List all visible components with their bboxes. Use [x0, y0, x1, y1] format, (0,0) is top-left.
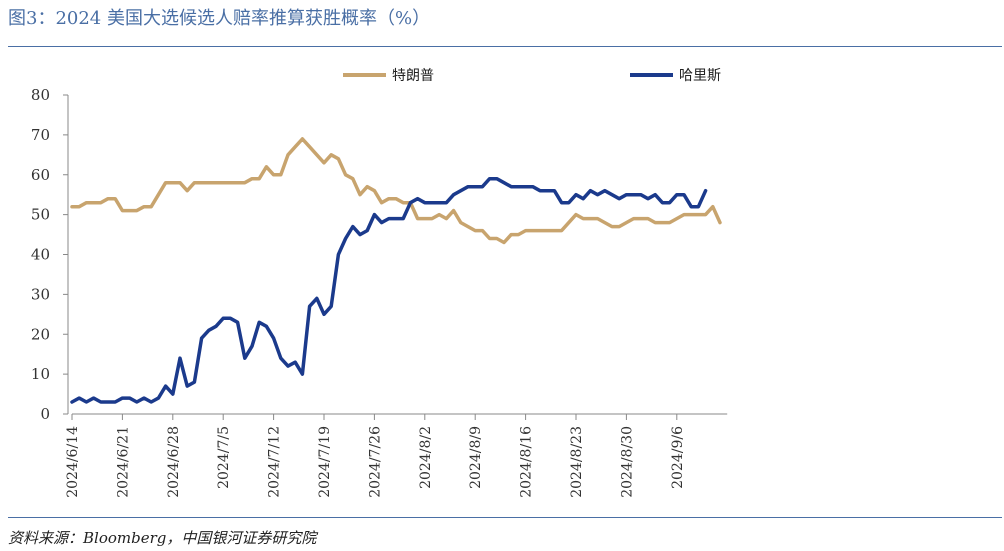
x-tick-label: 2024/7/5: [216, 426, 232, 489]
x-tick-label: 2024/8/30: [619, 426, 635, 498]
y-tick-label: 80: [31, 86, 50, 104]
top-rule: [8, 46, 1002, 47]
x-tick-label: 2024/7/19: [317, 426, 333, 498]
source-note: 资料来源：Bloomberg，中国银河证券研究院: [8, 529, 317, 547]
legend: 特朗普 哈里斯: [343, 68, 721, 84]
series-layer: [70, 137, 722, 404]
legend-label-trump: 特朗普: [392, 68, 434, 84]
y-tick-label: 60: [31, 166, 50, 184]
x-tick-label: 2024/8/16: [519, 426, 535, 498]
x-tick-label: 2024/8/2: [418, 426, 434, 489]
trump-line: [70, 137, 722, 245]
legend-label-harris: 哈里斯: [679, 68, 721, 84]
figure-title: 图3：2024 美国大选候选人赔率推算获胜概率（%）: [8, 8, 431, 29]
y-tick-label: 30: [31, 285, 50, 303]
x-axis: 2024/6/14 2024/6/21 2024/6/28 2024/7/5 2024/…: [65, 413, 728, 498]
x-tick-label: 2024/9/6: [670, 426, 686, 489]
x-tick-label: 2024/6/14: [65, 426, 81, 498]
y-tick-label: 20: [31, 325, 50, 343]
y-tick-label: 70: [31, 126, 50, 144]
bottom-rule: [8, 517, 1002, 518]
harris-line: [70, 176, 708, 404]
y-tick-label: 0: [40, 405, 50, 423]
x-tick-label: 2024/7/26: [367, 426, 383, 498]
y-tick-label: 10: [31, 365, 50, 383]
x-tick-label: 2024/8/9: [468, 426, 484, 489]
y-tick-label: 50: [31, 206, 50, 224]
y-axis: 0 10 20 30 40 50 60 70 80: [31, 86, 69, 423]
x-tick-label: 2024/8/23: [569, 426, 585, 498]
x-tick-label: 2024/6/21: [115, 426, 131, 498]
x-tick-label: 2024/6/28: [166, 426, 182, 498]
x-tick-label: 2024/7/12: [267, 426, 283, 498]
y-tick-label: 40: [31, 246, 50, 264]
